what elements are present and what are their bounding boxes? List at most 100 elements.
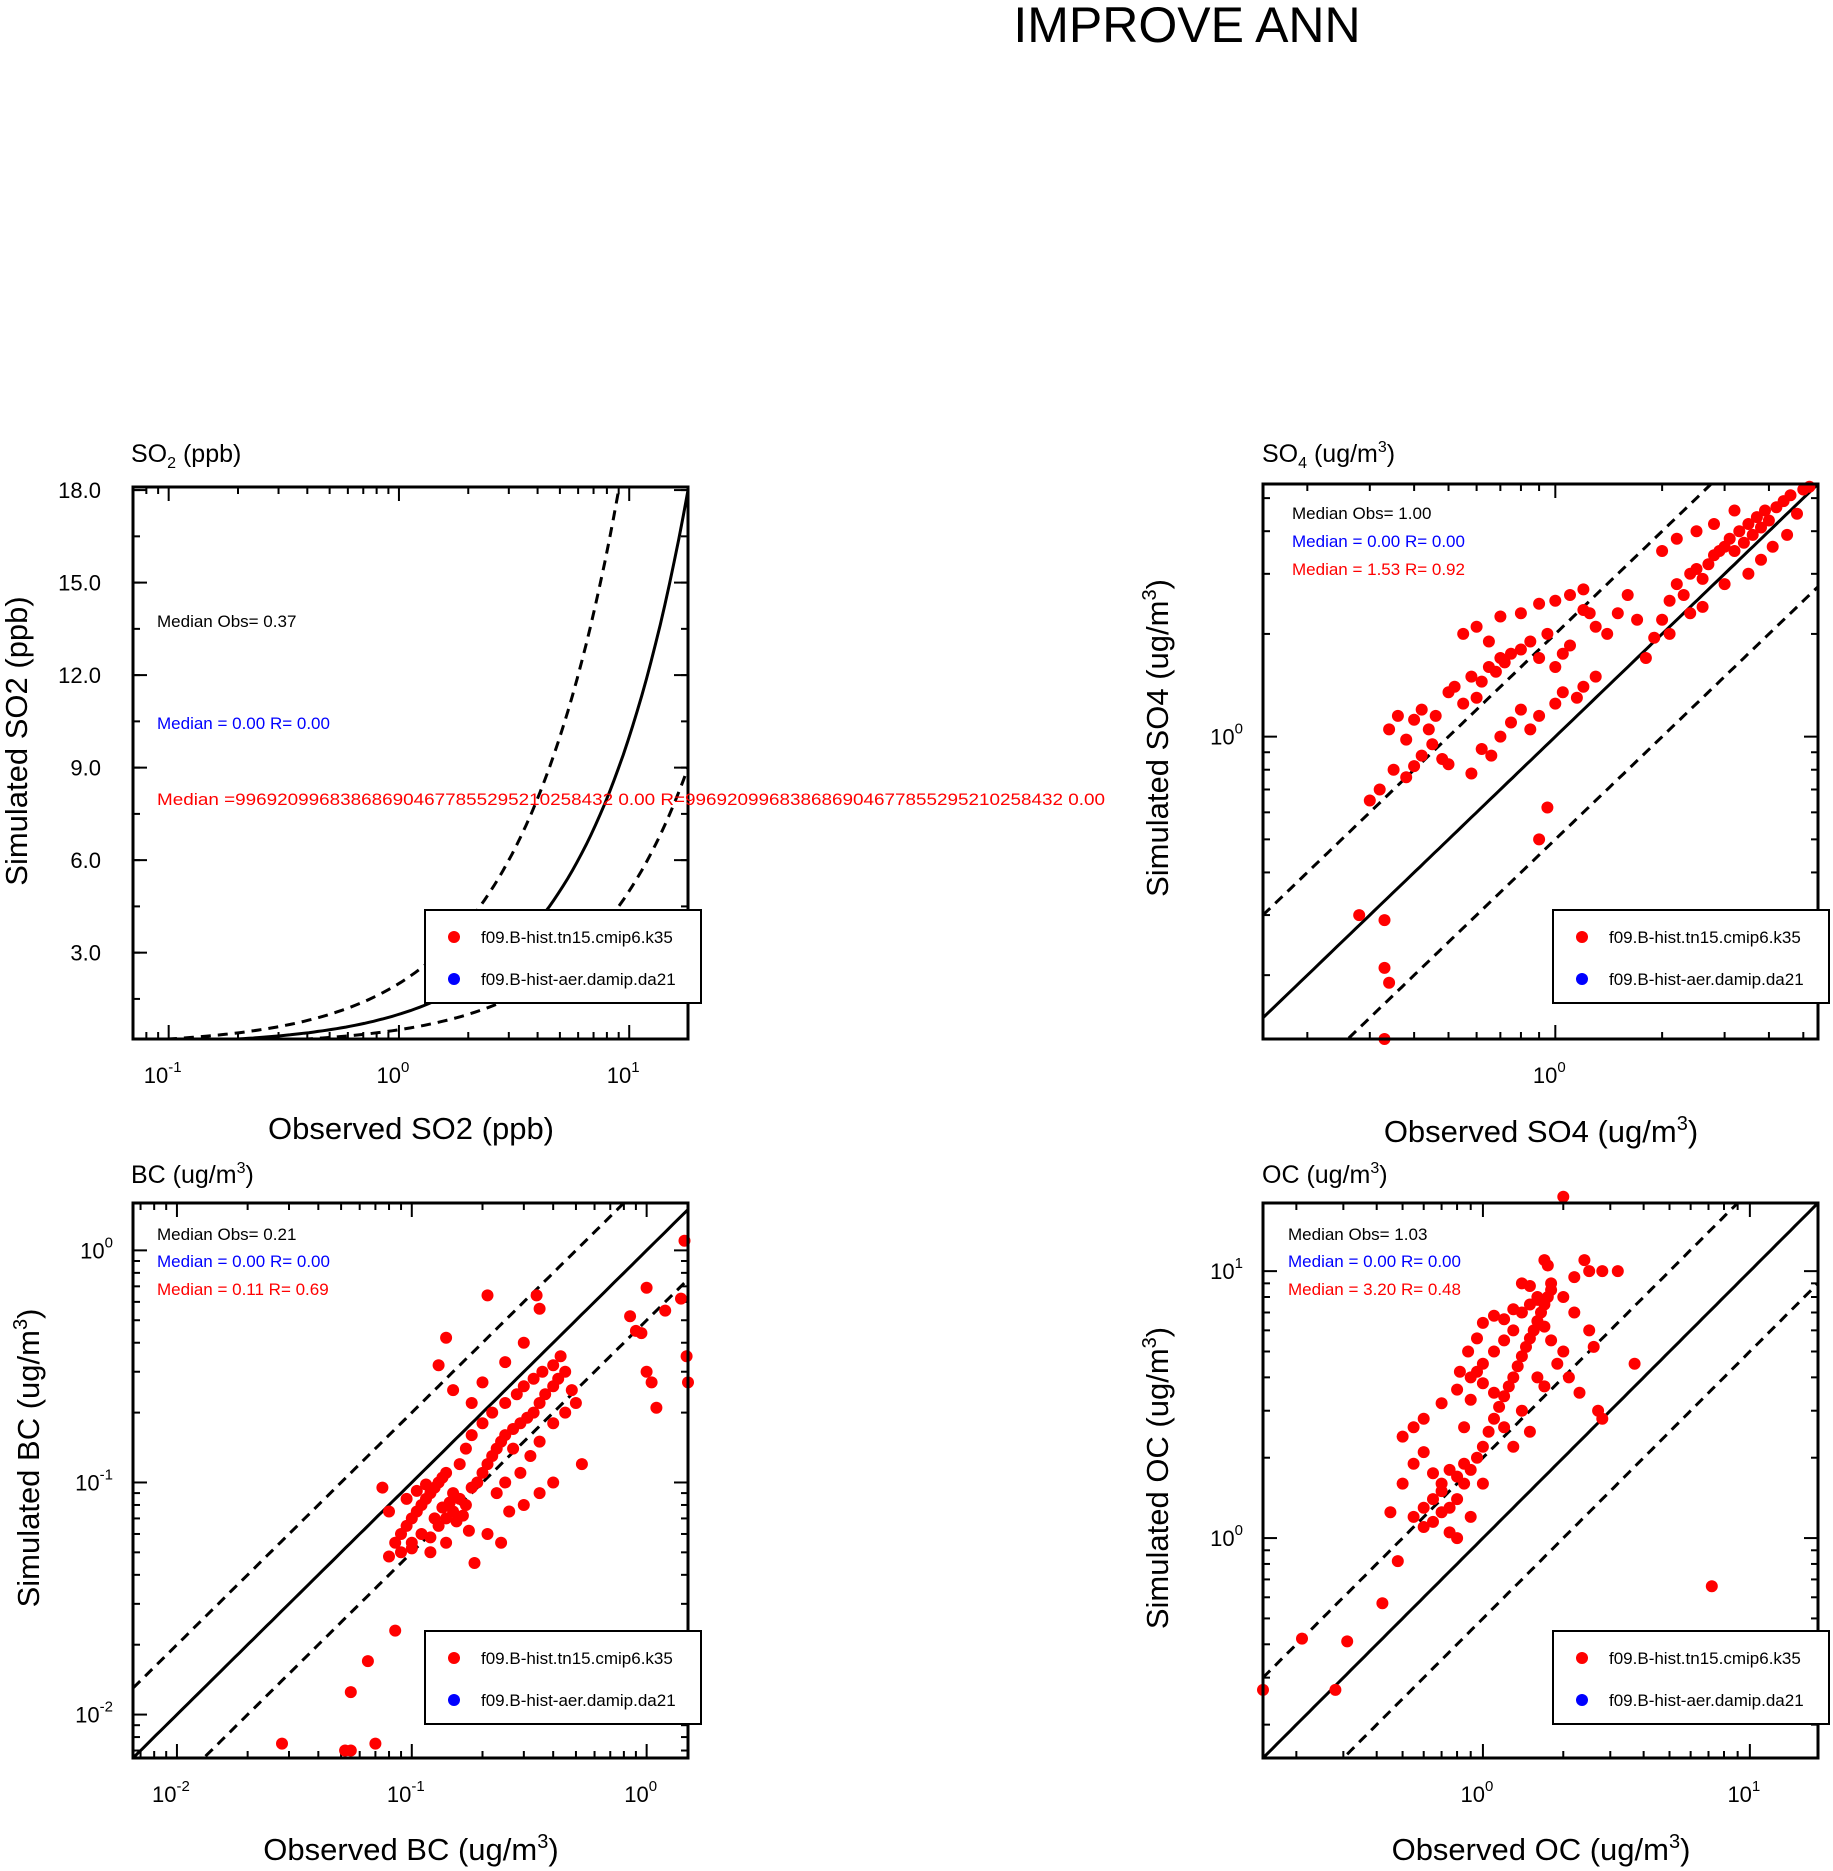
reference-lines	[133, 1203, 688, 1758]
data-point	[527, 1406, 540, 1419]
panel-title: SO4 (ug/m3)	[1262, 439, 1395, 472]
data-point	[1435, 1506, 1448, 1519]
data-point	[486, 1406, 499, 1419]
data-point	[424, 1546, 437, 1559]
legend-marker-series1	[1576, 1652, 1588, 1664]
legend-marker-series1	[448, 931, 460, 943]
data-point	[1545, 1277, 1558, 1290]
x-tick-label: 100	[377, 1059, 410, 1088]
data-point	[1489, 665, 1502, 678]
ref-line-half	[1341, 1282, 1818, 1758]
figure-title: IMPROVE ANN	[1013, 0, 1360, 53]
data-point	[471, 1476, 484, 1489]
panel-bc: BC (ug/m3) Observed BC (ug/m3) Simulated…	[10, 1160, 702, 1867]
y-tick-label: 15.0	[58, 571, 101, 596]
data-point	[476, 1376, 489, 1389]
data-point	[1465, 670, 1478, 683]
data-point	[1417, 1501, 1430, 1514]
stat-series1: Median =99692099683868690467785529521025…	[157, 790, 1105, 809]
data-point	[1589, 670, 1602, 683]
data-point	[675, 1292, 687, 1305]
ref-line-1to1	[209, 489, 688, 1039]
data-point	[517, 1499, 530, 1511]
x-tick-label: 100	[1461, 1778, 1494, 1807]
data-point	[410, 1484, 423, 1497]
ref-line-half	[201, 1278, 688, 1758]
data-point	[456, 1509, 469, 1522]
data-point	[1451, 1493, 1464, 1506]
data-point	[1684, 607, 1697, 620]
data-point	[369, 1737, 382, 1750]
data-point	[1498, 1313, 1511, 1326]
data-point	[1464, 1510, 1477, 1523]
y-tick-label: 100	[1210, 1522, 1243, 1551]
data-point	[624, 1310, 637, 1323]
stat-series2: Median = 0.00 R= 0.00	[1288, 1252, 1461, 1271]
data-point	[1498, 1421, 1511, 1434]
data-point	[383, 1550, 395, 1563]
data-point	[1475, 675, 1488, 688]
data-point	[1476, 1477, 1489, 1490]
data-point	[1766, 540, 1779, 553]
data-point	[1533, 652, 1546, 664]
data-point	[1353, 909, 1366, 922]
data-point	[1422, 723, 1435, 736]
data-point	[383, 1505, 395, 1518]
data-point	[1639, 652, 1652, 664]
y-tick-label: 9.0	[70, 756, 101, 781]
legend-label-series2: f09.B-hist-aer.damip.da21	[1609, 1691, 1804, 1710]
ref-line-half	[278, 767, 688, 1039]
data-point	[1417, 1521, 1430, 1533]
data-point	[1415, 703, 1428, 716]
data-point	[1493, 1400, 1506, 1413]
data-point	[1596, 1265, 1609, 1278]
data-point	[640, 1281, 653, 1294]
data-point	[1549, 594, 1562, 607]
data-point	[1568, 1271, 1581, 1284]
data-point	[1670, 532, 1683, 545]
data-point	[1488, 1412, 1500, 1425]
stat-series1: Median = 1.53 R= 0.92	[1292, 560, 1465, 579]
data-point	[1373, 783, 1386, 796]
data-point	[1407, 1421, 1420, 1434]
data-point	[1656, 613, 1669, 626]
data-point	[1696, 600, 1709, 613]
data-point	[1702, 558, 1715, 571]
y-tick-label: 100	[1210, 721, 1243, 750]
plot-frame	[1261, 482, 1820, 1041]
data-point	[1533, 597, 1546, 610]
data-point	[1427, 1493, 1439, 1506]
data-point	[453, 1458, 466, 1471]
data-point	[1296, 1632, 1308, 1645]
data-point	[459, 1499, 472, 1511]
data-point	[1677, 589, 1690, 601]
data-point	[517, 1336, 530, 1349]
data-point	[645, 1376, 658, 1389]
y-tick-label: 10-1	[75, 1466, 113, 1495]
legend-marker-series2	[1576, 1694, 1588, 1706]
data-point	[432, 1359, 445, 1372]
y-tick-label: 12.0	[58, 663, 101, 688]
data-point	[1568, 1306, 1581, 1319]
data-point	[1514, 703, 1527, 716]
panel-so2: SO2 (ppb) Observed SO2 (ppb) Simulated S…	[0, 440, 1105, 1146]
stat-series2: Median = 0.00 R= 0.00	[1292, 532, 1465, 551]
x-tick-label: 10-2	[152, 1778, 190, 1807]
data-point	[447, 1505, 460, 1518]
legend-label-series2: f09.B-hist-aer.damip.da21	[481, 970, 676, 989]
panel-title: BC (ug/m3)	[131, 1160, 254, 1189]
data-point	[1556, 686, 1569, 699]
panel-title: SO2 (ppb)	[131, 440, 241, 472]
data-point	[1451, 1383, 1464, 1396]
data-point	[1494, 610, 1507, 623]
data-point	[1378, 914, 1391, 927]
data-point	[1690, 525, 1703, 538]
legend-box	[1552, 1630, 1830, 1725]
data-point	[1407, 1510, 1420, 1523]
data-point	[1755, 553, 1767, 566]
data-point	[1515, 1277, 1528, 1290]
data-point	[1457, 697, 1470, 710]
data-point	[1524, 723, 1537, 736]
data-point	[1476, 1377, 1489, 1390]
data-point	[517, 1380, 530, 1393]
